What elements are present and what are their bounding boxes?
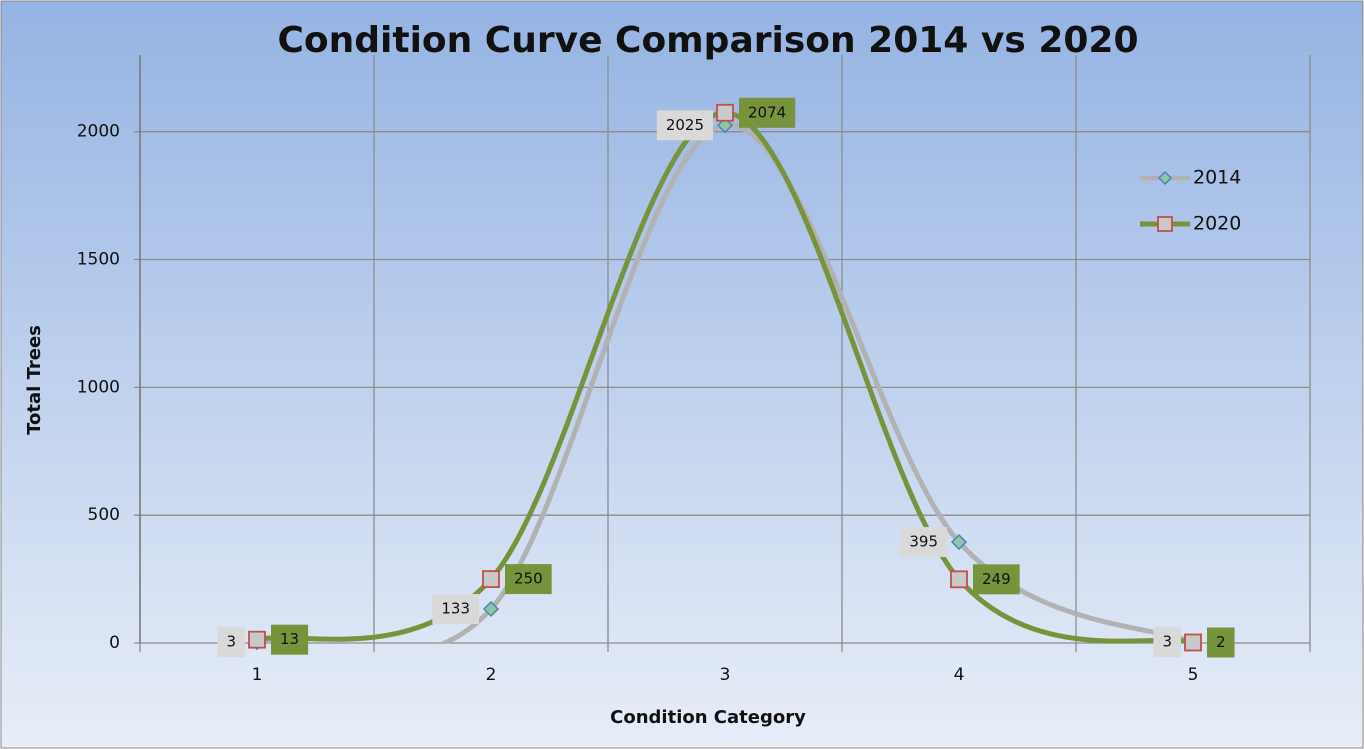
x-tick-label: 5	[1188, 665, 1199, 685]
data-label: 395	[900, 527, 947, 558]
data-label: 133	[432, 593, 479, 624]
data-label-box	[271, 624, 309, 655]
data-label-text: 3	[1162, 633, 1172, 651]
marker	[482, 600, 500, 618]
x-axis-title: Condition Category	[610, 707, 806, 728]
data-label-text: 13	[280, 630, 299, 648]
data-label-box	[900, 527, 947, 558]
x-tick-label: 4	[954, 665, 965, 685]
legend-marker	[1157, 170, 1173, 186]
data-label-text: 2	[1216, 633, 1226, 651]
x-tick-label: 2	[486, 665, 497, 685]
marker	[716, 117, 734, 134]
data-label: 250	[505, 564, 552, 595]
data-label-box	[1153, 627, 1181, 658]
legend-label: 2020	[1193, 213, 1241, 235]
data-label-box	[739, 97, 796, 128]
marker	[950, 533, 968, 551]
data-label-box	[973, 564, 1020, 595]
data-label-box	[217, 627, 245, 658]
y-tick-label: 2000	[77, 122, 120, 142]
data-label-box	[505, 564, 552, 595]
data-label-text: 249	[982, 570, 1011, 588]
data-label-text: 2074	[748, 103, 786, 121]
x-tick-label: 1	[252, 665, 263, 685]
marker	[716, 103, 734, 122]
data-label: 2074	[739, 97, 796, 128]
legend-label: 2014	[1193, 167, 1241, 189]
data-label-text: 133	[441, 599, 470, 617]
marker	[1184, 633, 1202, 652]
grid: 0 500 1000 1500 2000 1 2 3 4 5	[77, 55, 1311, 685]
data-label-text: 3	[226, 633, 236, 651]
chart-title: Condition Curve Comparison 2014 vs 2020	[277, 20, 1138, 61]
data-label: 13	[271, 624, 309, 655]
data-label-text: 2025	[666, 116, 704, 134]
data-label: 2	[1207, 627, 1235, 658]
data-label-box	[432, 593, 479, 624]
data-label-text: 250	[514, 570, 543, 588]
y-tick-label: 0	[109, 633, 120, 653]
data-label: 2025	[656, 110, 713, 141]
marker	[950, 570, 968, 589]
legend-marker	[1157, 216, 1173, 232]
data-label-box	[656, 110, 713, 141]
y-tick-label: 1500	[77, 250, 120, 270]
data-label: 3	[1153, 627, 1181, 658]
x-tick-label: 3	[720, 665, 731, 685]
data-label: 3	[217, 627, 245, 658]
data-label: 249	[973, 564, 1020, 595]
marker	[248, 630, 266, 649]
y-tick-label: 500	[88, 505, 120, 525]
y-tick-label: 1000	[77, 377, 120, 397]
y-axis-title: Total Trees	[24, 325, 45, 435]
marker	[482, 570, 500, 588]
data-label-box	[1207, 627, 1235, 658]
data-label-text: 395	[909, 533, 938, 551]
marks: 3 133 2025 395 3 13 250 2074 249 2 2014 2020	[217, 97, 1241, 658]
